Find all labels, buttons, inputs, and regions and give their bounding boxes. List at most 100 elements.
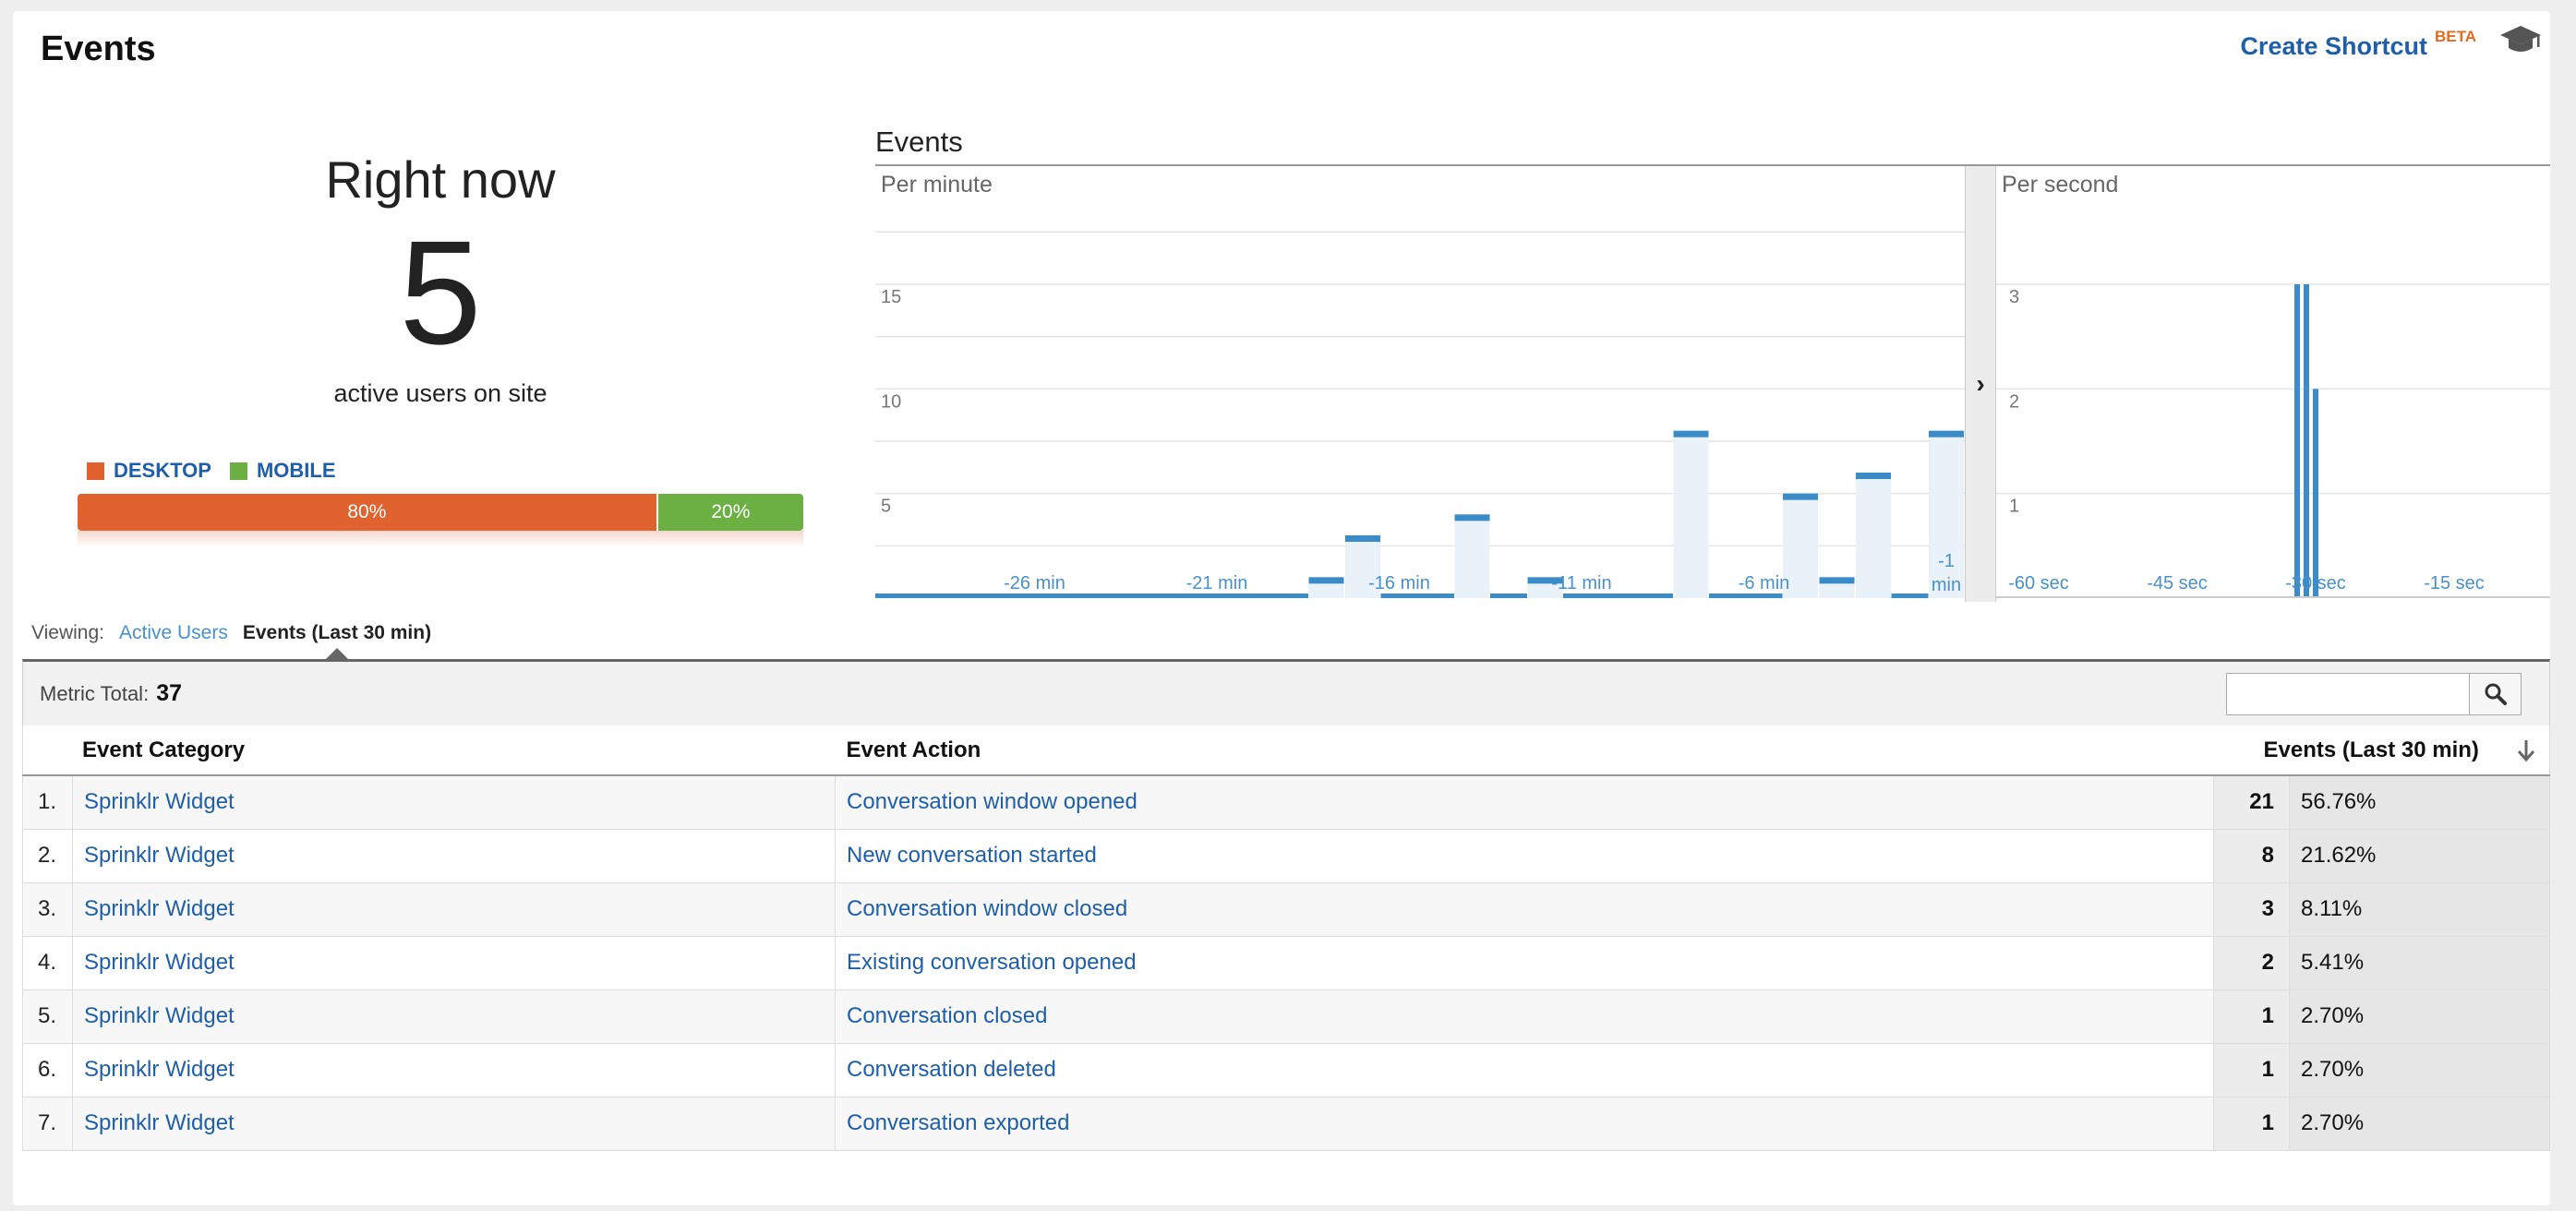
chart-bar-cap [1345, 535, 1380, 542]
event-category-link[interactable]: Sprinklr Widget [84, 1057, 235, 1082]
col-event-category[interactable]: Event Category [22, 725, 836, 776]
event-action-link[interactable]: Conversation window opened [847, 789, 1138, 815]
chart-baseline-segment [1563, 594, 1600, 598]
sort-descending-icon[interactable] [2516, 738, 2536, 762]
viewing-label: Viewing: [31, 622, 104, 643]
chart-baseline-segment [1745, 594, 1783, 598]
active-tab-pointer [326, 648, 348, 659]
per-minute-chart: 5 10 15 -26 min -21 min -16 min -11 min -6 min -… [875, 231, 1965, 598]
event-action-cell: Conversation window opened [835, 775, 2214, 830]
chart-bar [1454, 514, 1490, 598]
legend-desktop: DESKTOP [87, 459, 211, 483]
y-tick-label: 1 [2009, 497, 2019, 517]
event-percent: 21.62% [2289, 829, 2550, 883]
create-shortcut-link[interactable]: Create Shortcut BETA [2240, 28, 2476, 61]
search-button[interactable] [2470, 673, 2522, 715]
event-action-cell: Conversation closed [835, 989, 2214, 1044]
metric-total-value: 37 [156, 680, 182, 706]
legend-mobile: MOBILE [229, 459, 336, 483]
chart-baseline-segment [907, 594, 944, 598]
col-events-count-label[interactable]: Events (Last 30 min) [2263, 737, 2479, 762]
mobile-pct: 20% [711, 501, 751, 522]
x-tick-label: -45 sec [2147, 573, 2208, 594]
event-action-link[interactable]: Conversation closed [847, 1003, 1048, 1028]
tab-events[interactable]: Events (Last 30 min) [242, 622, 432, 643]
chart-bar-cap [1527, 577, 1563, 584]
x-tick-label: -21 min [1186, 573, 1248, 594]
event-action-link[interactable]: Conversation deleted [847, 1057, 1056, 1082]
row-number: 5. [22, 989, 73, 1044]
chart-bar [2313, 389, 2318, 598]
event-category-cell: Sprinklr Widget [72, 989, 836, 1044]
search-input[interactable] [2226, 673, 2470, 715]
event-count: 3 [2213, 882, 2290, 937]
event-category-link[interactable]: Sprinklr Widget [84, 843, 235, 868]
y-tick-label: 15 [881, 287, 901, 307]
chart-bar [1673, 430, 1709, 598]
event-count: 1 [2213, 1097, 2290, 1151]
chart-toggle-arrow[interactable]: › [1965, 166, 1996, 602]
viewing-tabs: Viewing: Active Users Events (Last 30 mi… [31, 622, 431, 644]
event-percent: 2.70% [2289, 1043, 2550, 1097]
row-number: 7. [22, 1097, 73, 1151]
chevron-right-icon[interactable]: › [1976, 369, 1985, 398]
event-category-link[interactable]: Sprinklr Widget [84, 1003, 235, 1028]
chart-baseline-segment [1490, 594, 1527, 598]
graduation-cap-icon[interactable] [2498, 24, 2543, 55]
table-row: 7. Sprinklr Widget Conversation exported 1 2… [22, 1097, 2550, 1151]
event-category-link[interactable]: Sprinklr Widget [84, 789, 235, 815]
metric-total: Metric Total: 37 [40, 680, 182, 707]
event-category-link[interactable]: Sprinklr Widget [84, 896, 235, 921]
row-number: 6. [22, 1043, 73, 1097]
table-row: 1. Sprinklr Widget Conversation window ope… [22, 775, 2550, 830]
event-category-cell: Sprinklr Widget [72, 1097, 836, 1151]
active-users-count: 5 [399, 210, 482, 375]
tab-active-users[interactable]: Active Users [119, 622, 228, 643]
legend-desktop-label: DESKTOP [114, 459, 211, 482]
event-count: 8 [2213, 829, 2290, 883]
events-chart-title: Events [875, 126, 963, 158]
per-second-label: Per second [2002, 172, 2119, 198]
event-action-link[interactable]: Conversation window closed [847, 896, 1128, 921]
col-events-count[interactable]: Events (Last 30 min) [2213, 725, 2550, 776]
chart-baseline-segment [1599, 594, 1637, 598]
event-action-link[interactable]: New conversation started [847, 843, 1097, 868]
y-tick-label: 10 [881, 391, 901, 412]
table-header-row: Event Category Event Action Events (Last… [22, 725, 2550, 776]
event-category-link[interactable]: Sprinklr Widget [84, 1110, 235, 1135]
table-row: 5. Sprinklr Widget Conversation closed 1 2.7… [22, 989, 2550, 1044]
y-tick-label: 5 [881, 497, 891, 517]
event-category-cell: Sprinklr Widget [72, 936, 836, 990]
chart-baseline-segment [1198, 594, 1235, 598]
create-shortcut-label[interactable]: Create Shortcut [2240, 32, 2427, 60]
event-action-cell: Existing conversation opened [835, 936, 2214, 990]
event-action-link[interactable]: Conversation exported [847, 1110, 1070, 1135]
chart-baseline-segment [1089, 594, 1126, 598]
table-row: 2. Sprinklr Widget New conversation starte… [22, 829, 2550, 883]
metric-total-label: Metric Total: [40, 682, 150, 705]
metric-bar: Metric Total: 37 [22, 659, 2550, 725]
event-action-cell: Conversation window closed [835, 882, 2214, 937]
x-tick-label: min [1932, 575, 1961, 595]
row-number: 3. [22, 882, 73, 937]
x-tick-label: -6 min [1739, 573, 1790, 594]
col-event-action[interactable]: Event Action [835, 725, 2214, 776]
table-search [2226, 673, 2522, 715]
chart-bar [1856, 473, 1891, 598]
chart-baseline-segment [1234, 594, 1272, 598]
desktop-segment: 80% [78, 494, 658, 531]
event-percent: 5.41% [2289, 936, 2550, 990]
x-tick-label: -15 sec [2424, 573, 2485, 594]
event-action-cell: New conversation started [835, 829, 2214, 883]
chart-baseline-segment [1709, 594, 1746, 598]
chart-baseline-segment [1891, 594, 1929, 598]
mobile-segment: 20% [657, 494, 803, 531]
event-count: 1 [2213, 989, 2290, 1044]
event-category-link[interactable]: Sprinklr Widget [84, 950, 235, 975]
event-action-link[interactable]: Existing conversation opened [847, 950, 1137, 975]
x-tick-label: -1 [1938, 551, 1955, 571]
chart-bar-cap [1929, 430, 1964, 438]
chart-bar-cap [1783, 493, 1818, 500]
chart-bar [1345, 535, 1380, 598]
search-icon[interactable] [2484, 682, 2508, 706]
